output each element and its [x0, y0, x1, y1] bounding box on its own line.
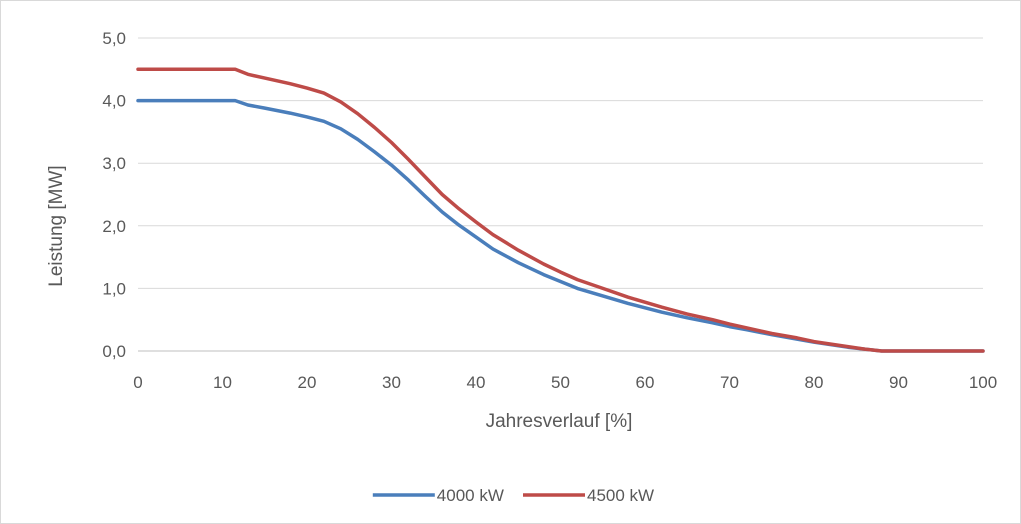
y-tick-label: 3,0 — [102, 154, 126, 173]
y-tick-label: 2,0 — [102, 217, 126, 236]
y-tick-label: 5,0 — [102, 29, 126, 48]
series-line-4500-kw — [136, 67, 985, 353]
x-tick-label: 20 — [298, 373, 317, 392]
y-tick-label: 0,0 — [102, 342, 126, 361]
x-tick-labels: 0 10 20 30 40 50 60 70 80 90 100 — [133, 373, 997, 392]
x-tick-label: 0 — [133, 373, 142, 392]
x-tick-label: 30 — [382, 373, 401, 392]
x-tick-label: 90 — [889, 373, 908, 392]
x-tick-label: 40 — [467, 373, 486, 392]
x-tick-label: 50 — [551, 373, 570, 392]
x-tick-label: 60 — [636, 373, 655, 392]
legend: 4000 kW 4500 kW — [372, 486, 654, 505]
legend-label: 4000 kW — [437, 486, 504, 505]
y-axis-title: Leistung [MW] — [46, 165, 67, 286]
x-tick-label: 70 — [720, 373, 739, 392]
gridlines — [138, 37, 983, 352]
x-tick-label: 10 — [213, 373, 232, 392]
y-tick-labels: 0,0 1,0 2,0 3,0 4,0 5,0 — [102, 29, 126, 361]
x-tick-label: 100 — [969, 373, 997, 392]
series-lines — [136, 67, 985, 353]
x-axis-title: Jahresverlauf [%] — [486, 411, 633, 432]
legend-label: 4500 kW — [587, 486, 654, 505]
y-tick-label: 1,0 — [102, 279, 126, 298]
x-tick-label: 80 — [805, 373, 824, 392]
y-tick-label: 4,0 — [102, 92, 126, 111]
